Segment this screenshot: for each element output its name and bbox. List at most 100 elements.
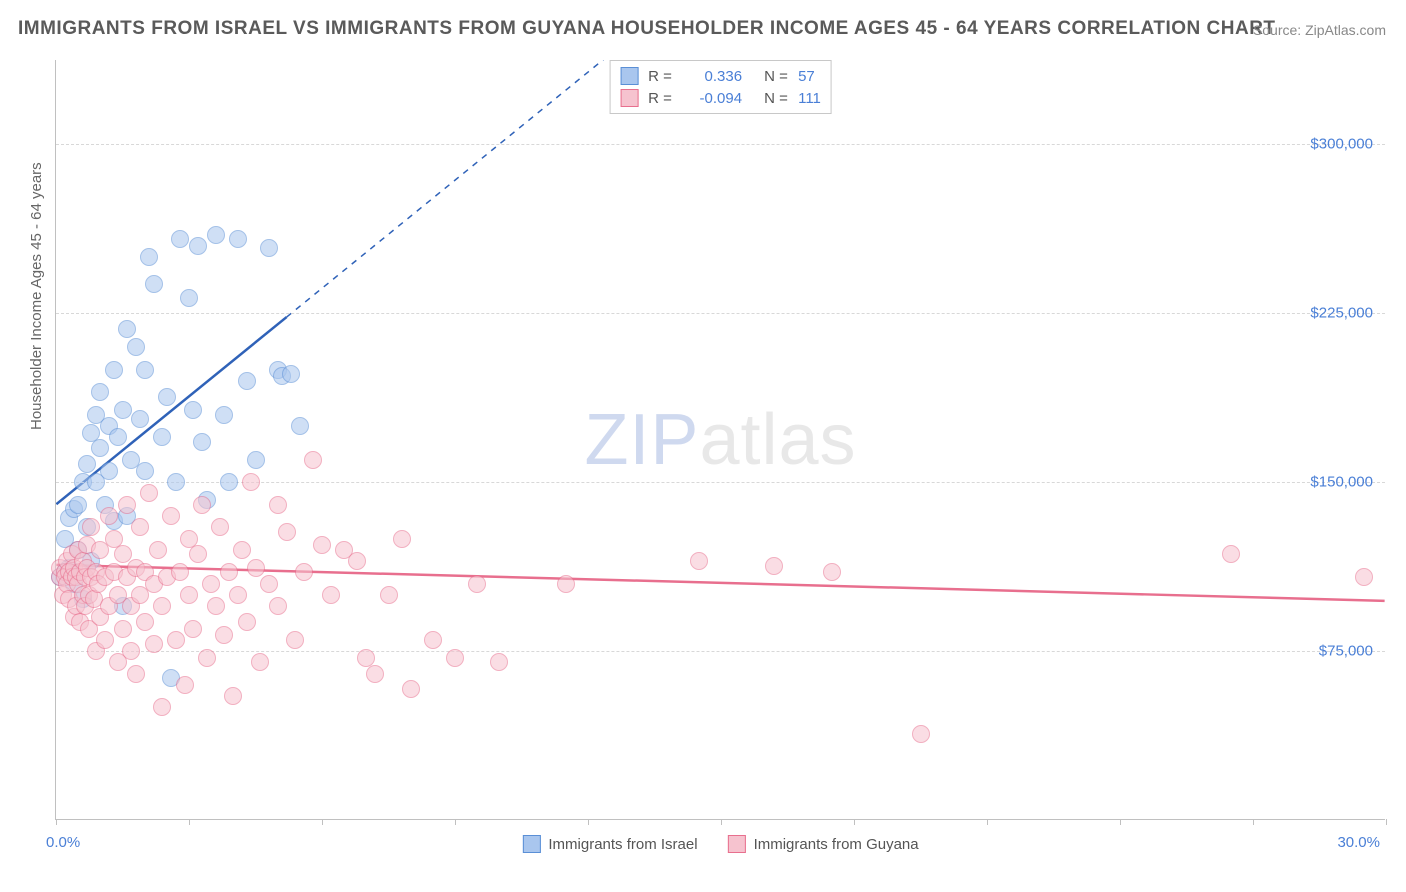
- data-point: [114, 401, 132, 419]
- legend: Immigrants from Israel Immigrants from Gu…: [522, 835, 918, 853]
- data-point: [220, 473, 238, 491]
- legend-swatch: [522, 835, 540, 853]
- data-point: [380, 586, 398, 604]
- data-point: [96, 631, 114, 649]
- data-point: [176, 676, 194, 694]
- data-point: [189, 237, 207, 255]
- data-point: [198, 649, 216, 667]
- legend-swatch: [620, 67, 638, 85]
- x-tick-mark: [1386, 819, 1387, 825]
- x-tick-mark: [987, 819, 988, 825]
- data-point: [193, 496, 211, 514]
- data-point: [118, 496, 136, 514]
- data-point: [233, 541, 251, 559]
- data-point: [215, 626, 233, 644]
- x-tick-mark: [854, 819, 855, 825]
- data-point: [304, 451, 322, 469]
- data-point: [446, 649, 464, 667]
- data-point: [136, 462, 154, 480]
- x-tick-mark: [56, 819, 57, 825]
- data-point: [91, 383, 109, 401]
- data-point: [348, 552, 366, 570]
- data-point: [153, 597, 171, 615]
- x-tick-start: 0.0%: [46, 834, 80, 851]
- stat-r-value: 0.336: [682, 68, 742, 85]
- watermark: ZIPatlas: [584, 399, 856, 481]
- y-tick-label: $300,000: [1310, 136, 1373, 153]
- data-point: [114, 620, 132, 638]
- data-point: [153, 698, 171, 716]
- data-point: [136, 361, 154, 379]
- data-point: [167, 631, 185, 649]
- source-label: Source: ZipAtlas.com: [1253, 22, 1386, 38]
- stats-box: R =0.336N =57R =-0.094N =111: [609, 60, 832, 114]
- data-point: [140, 248, 158, 266]
- data-point: [153, 428, 171, 446]
- data-point: [100, 507, 118, 525]
- stat-n-value: 57: [798, 68, 815, 85]
- data-point: [180, 586, 198, 604]
- data-point: [211, 518, 229, 536]
- data-point: [122, 642, 140, 660]
- gridline: [56, 144, 1385, 145]
- data-point: [140, 484, 158, 502]
- data-point: [171, 230, 189, 248]
- data-point: [82, 518, 100, 536]
- data-point: [366, 665, 384, 683]
- data-point: [215, 406, 233, 424]
- data-point: [131, 518, 149, 536]
- watermark-zip: ZIP: [584, 400, 699, 480]
- data-point: [171, 563, 189, 581]
- data-point: [282, 365, 300, 383]
- data-point: [912, 725, 930, 743]
- data-point: [251, 653, 269, 671]
- data-point: [260, 575, 278, 593]
- y-tick-label: $225,000: [1310, 305, 1373, 322]
- stats-row: R =-0.094N =111: [620, 87, 821, 109]
- data-point: [278, 523, 296, 541]
- data-point: [220, 563, 238, 581]
- data-point: [1355, 568, 1373, 586]
- chart-title: IMMIGRANTS FROM ISRAEL VS IMMIGRANTS FRO…: [18, 18, 1276, 40]
- data-point: [313, 536, 331, 554]
- x-tick-mark: [322, 819, 323, 825]
- data-point: [78, 455, 96, 473]
- data-point: [823, 563, 841, 581]
- data-point: [127, 338, 145, 356]
- data-point: [184, 620, 202, 638]
- data-point: [109, 428, 127, 446]
- watermark-atlas: atlas: [699, 400, 856, 480]
- data-point: [180, 289, 198, 307]
- stat-r-label: R =: [648, 90, 672, 107]
- data-point: [238, 372, 256, 390]
- data-point: [224, 687, 242, 705]
- legend-item: Immigrants from Israel: [522, 835, 697, 853]
- data-point: [69, 496, 87, 514]
- data-point: [690, 552, 708, 570]
- data-point: [145, 635, 163, 653]
- data-point: [229, 586, 247, 604]
- x-tick-mark: [1120, 819, 1121, 825]
- data-point: [207, 226, 225, 244]
- x-tick-mark: [588, 819, 589, 825]
- data-point: [162, 507, 180, 525]
- x-tick-mark: [721, 819, 722, 825]
- legend-item: Immigrants from Guyana: [728, 835, 919, 853]
- data-point: [247, 559, 265, 577]
- stat-n-label: N =: [764, 90, 788, 107]
- data-point: [424, 631, 442, 649]
- data-point: [322, 586, 340, 604]
- data-point: [184, 401, 202, 419]
- legend-label: Immigrants from Guyana: [754, 836, 919, 853]
- y-axis-label: Householder Income Ages 45 - 64 years: [28, 162, 45, 430]
- y-tick-label: $150,000: [1310, 474, 1373, 491]
- data-point: [242, 473, 260, 491]
- gridline: [56, 313, 1385, 314]
- gridline: [56, 651, 1385, 652]
- data-point: [136, 613, 154, 631]
- data-point: [247, 451, 265, 469]
- x-tick-mark: [455, 819, 456, 825]
- data-point: [207, 597, 225, 615]
- scatter-plot: ZIPatlas R =0.336N =57R =-0.094N =111 0.…: [55, 60, 1385, 820]
- stat-n-value: 111: [798, 90, 821, 107]
